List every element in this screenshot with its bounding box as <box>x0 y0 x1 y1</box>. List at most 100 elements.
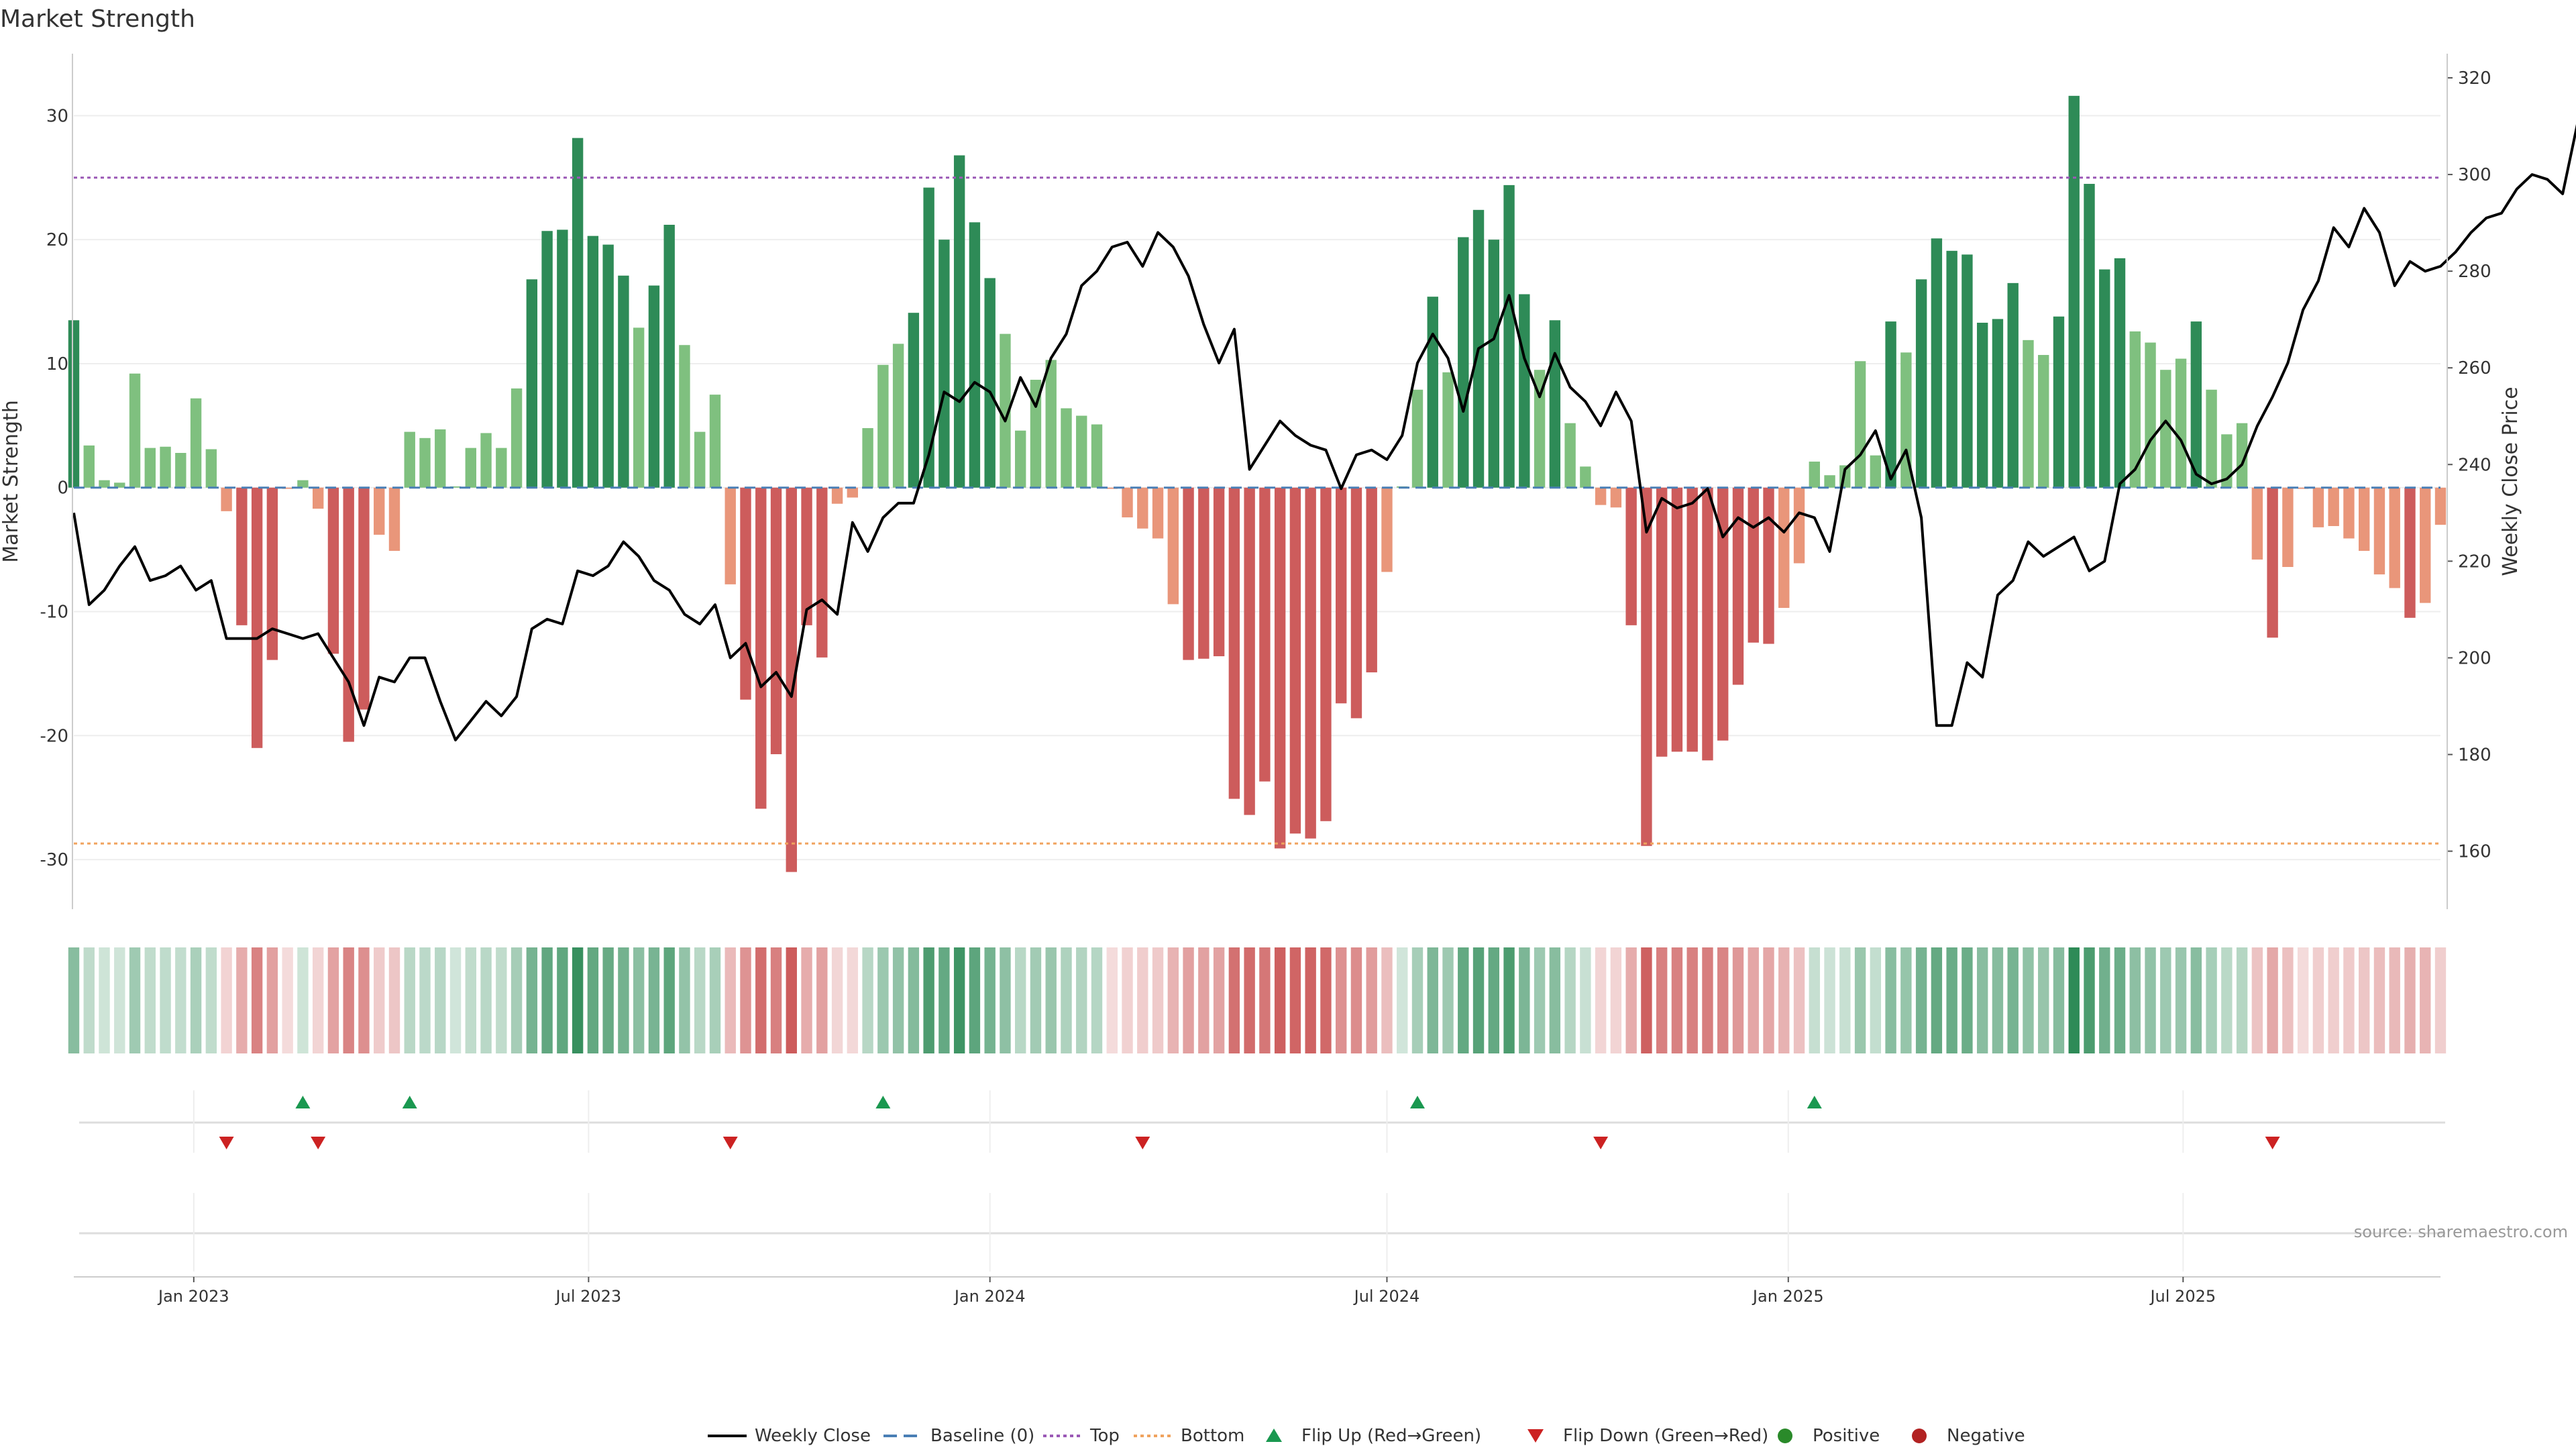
strength-bar <box>2420 487 2431 603</box>
heat-cell <box>1595 947 1607 1053</box>
strength-bar <box>251 487 263 748</box>
heat-cell <box>1931 947 1943 1053</box>
strength-bar <box>1228 487 1240 799</box>
heat-cell <box>1503 947 1515 1053</box>
heat-cell <box>374 947 385 1053</box>
heat-cell <box>1686 947 1698 1053</box>
legend-label: Positive <box>1813 1426 1880 1446</box>
heat-cell <box>1839 947 1851 1053</box>
flip-up-marker <box>402 1096 417 1108</box>
heat-cell <box>1320 947 1332 1053</box>
strength-bar <box>266 487 278 660</box>
strength-bar <box>2114 258 2126 488</box>
heat-cell <box>1900 947 1912 1053</box>
strength-bar <box>1015 430 1026 488</box>
strength-bar <box>1503 185 1515 488</box>
y-tick-label-left: 30 <box>46 106 68 126</box>
heat-cell <box>465 947 476 1053</box>
heat-cell <box>221 947 232 1053</box>
y-tick-label-right: 180 <box>2458 745 2491 765</box>
heat-cell <box>2282 947 2294 1053</box>
strength-bar <box>862 428 873 488</box>
strength-bar <box>496 448 507 488</box>
strength-bar <box>1931 238 1943 488</box>
y-tick-label-left: 20 <box>46 230 68 250</box>
heat-cell <box>2038 947 2049 1053</box>
flip-up-marker <box>875 1096 891 1108</box>
legend-swatch <box>1912 1429 1927 1443</box>
heat-cell <box>1106 947 1118 1053</box>
strength-bar <box>1534 370 1546 488</box>
strength-bar <box>969 222 981 488</box>
heat-cell <box>892 947 904 1053</box>
heat-cell <box>144 947 156 1053</box>
strength-bar <box>511 388 523 488</box>
strength-bar <box>1564 423 1576 488</box>
heat-cell <box>984 947 996 1053</box>
heat-cell <box>297 947 309 1053</box>
strength-bar <box>2267 487 2278 638</box>
strength-bar <box>1045 360 1057 488</box>
x-tick-label: Jan 2023 <box>157 1287 229 1306</box>
heat-cell <box>633 947 645 1053</box>
strength-bar <box>2129 331 2141 488</box>
heat-cell <box>2236 947 2248 1053</box>
heat-cell <box>694 947 706 1053</box>
heat-cell <box>2373 947 2385 1053</box>
y-tick-label-right: 240 <box>2458 455 2491 475</box>
reference-lines <box>74 176 2440 845</box>
strength-bar <box>1671 487 1683 752</box>
heat-cell <box>923 947 934 1053</box>
legend-item-flip_down: Flip Down (Green→Red) <box>1527 1426 1768 1446</box>
heat-cell <box>541 947 553 1053</box>
strength-bar <box>2190 321 2202 488</box>
heat-cell <box>602 947 614 1053</box>
legend-item-baseline: Baseline (0) <box>883 1426 1034 1446</box>
strength-bar <box>144 448 156 488</box>
heat-cell <box>358 947 370 1053</box>
heat-cell <box>969 947 981 1053</box>
strength-bar <box>419 437 431 488</box>
heat-cell <box>114 947 125 1053</box>
strength-bar <box>160 446 171 488</box>
heat-cell <box>343 947 354 1053</box>
strength-bar <box>1748 487 1759 643</box>
strength-bar <box>68 320 80 488</box>
heat-cell <box>938 947 950 1053</box>
heat-cell <box>1167 947 1179 1053</box>
heat-cell <box>1778 947 1790 1053</box>
heat-cell <box>1488 947 1499 1053</box>
heat-cell <box>2114 947 2126 1053</box>
strength-bar <box>1350 487 1362 719</box>
heat-cell <box>2160 947 2171 1053</box>
strength-bar <box>1793 487 1805 564</box>
heat-cell <box>2175 947 2187 1053</box>
strength-bar <box>114 482 125 488</box>
heat-cell <box>190 947 202 1053</box>
heat-cell <box>1411 947 1424 1053</box>
strength-bar <box>2053 316 2065 488</box>
strength-bar <box>236 487 248 625</box>
y-tick-label-right: 300 <box>2458 165 2491 185</box>
heat-cell <box>1610 947 1622 1053</box>
heat-cell <box>480 947 492 1053</box>
strength-bar <box>175 453 186 488</box>
strength-bar <box>205 449 217 488</box>
heat-cell <box>1366 947 1377 1053</box>
heat-cell <box>2068 947 2080 1053</box>
heat-cell <box>1274 947 1286 1053</box>
heat-cell <box>2404 947 2416 1053</box>
strength-bar <box>1519 294 1530 488</box>
heat-cell <box>2297 947 2309 1053</box>
y-axis-title-left: Market Strength <box>0 400 23 562</box>
heat-cell <box>175 947 186 1053</box>
strength-bar <box>1000 333 1011 488</box>
heat-cell <box>1045 947 1057 1053</box>
flip-down-marker <box>2265 1137 2280 1149</box>
heat-cell <box>129 947 141 1053</box>
strength-bar <box>1809 461 1820 488</box>
legend-label: Top <box>1089 1426 1120 1446</box>
heat-cell <box>816 947 828 1053</box>
strength-bar <box>2175 358 2187 488</box>
